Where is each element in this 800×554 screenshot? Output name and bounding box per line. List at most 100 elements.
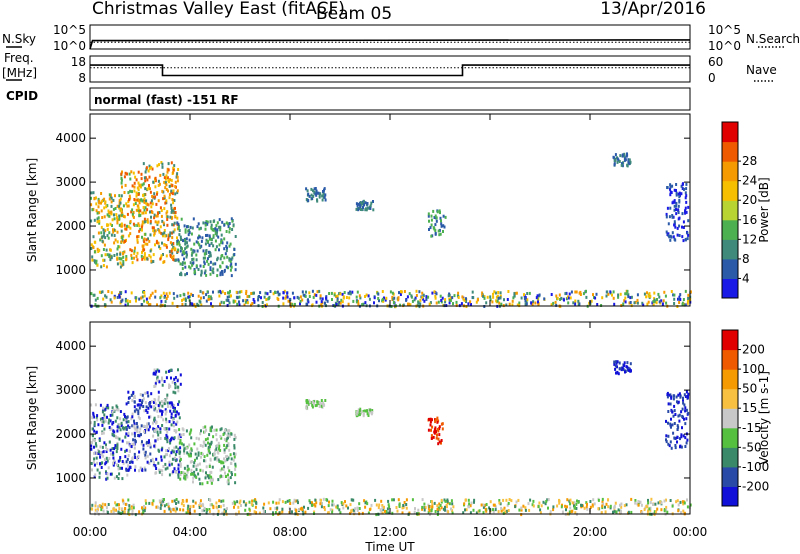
power-cell: [495, 299, 498, 303]
power-cell: [246, 301, 249, 305]
velocity-cell: [167, 449, 170, 453]
velocity-cell: [102, 420, 105, 424]
velocity-cell: [161, 383, 164, 387]
power-cell: [159, 173, 162, 177]
power-cell: [160, 214, 163, 218]
velocity-cell: [680, 433, 683, 437]
velocity-cell: [677, 414, 680, 418]
velocity-cell: [142, 405, 145, 408]
velocity-cell: [682, 509, 685, 513]
power-cell: [483, 296, 486, 300]
power-cell: [159, 296, 162, 300]
power-cell: [358, 294, 361, 298]
power-cell: [221, 241, 224, 245]
velocity-cell: [640, 503, 643, 507]
velocity-cell: [161, 469, 164, 473]
velocity-cell: [669, 422, 672, 426]
power-cell: [116, 240, 119, 244]
power-cell: [173, 228, 176, 232]
power-cell: [91, 208, 94, 212]
velocity-ytick-label: 3000: [55, 383, 86, 397]
power-cell: [684, 191, 687, 195]
velocity-cell: [601, 500, 604, 504]
power-cell: [675, 204, 678, 208]
velocity-cell: [147, 406, 150, 410]
velocity-cell: [621, 366, 624, 370]
velocity-cell: [174, 386, 177, 390]
power-cell: [164, 234, 167, 238]
velocity-cell: [105, 477, 108, 481]
power-cell: [267, 297, 270, 301]
velocity-cell: [636, 502, 639, 506]
velocity-cell: [97, 423, 100, 427]
power-cell: [333, 293, 336, 297]
power-cell: [126, 299, 129, 303]
velocity-cluster-7: [613, 360, 632, 376]
power-cell: [684, 237, 687, 241]
velocity-cell: [424, 506, 427, 509]
time-tick-label: 16:00: [473, 525, 508, 539]
power-cell: [157, 241, 160, 245]
power-cell: [113, 213, 115, 217]
velocity-cell: [446, 505, 448, 509]
velocity-cell: [255, 501, 258, 505]
velocity-cell: [171, 499, 174, 503]
power-cell: [335, 303, 338, 306]
velocity-cell: [436, 427, 439, 431]
power-cell: [223, 256, 226, 260]
velocity-cell: [440, 500, 443, 504]
power-cell: [129, 220, 132, 223]
velocity-cell: [134, 438, 137, 442]
velocity-cell: [225, 439, 228, 443]
velocity-cell: [161, 376, 163, 380]
velocity-cell: [442, 507, 445, 511]
velocity-colorbar-tick: -15: [742, 421, 762, 435]
power-cell: [676, 233, 679, 237]
freq-unit-label: [MHz]: [2, 66, 37, 80]
power-cell: [400, 290, 403, 294]
power-cell: [246, 295, 249, 299]
power-cell: [442, 303, 445, 307]
power-cell: [130, 253, 133, 257]
power-cell: [441, 296, 444, 300]
power-cell: [163, 229, 166, 232]
velocity-cell: [646, 503, 649, 507]
velocity-cell: [429, 417, 432, 421]
power-cell: [328, 292, 331, 295]
velocity-cell: [178, 455, 181, 459]
power-cell: [219, 302, 222, 306]
velocity-cell: [122, 418, 125, 422]
power-cell: [278, 292, 281, 296]
velocity-cell: [680, 511, 682, 515]
velocity-cell: [150, 405, 153, 409]
velocity-cell: [120, 424, 123, 428]
noise-tick-right-top: 10^5: [708, 23, 741, 37]
velocity-cell: [137, 403, 140, 407]
power-cell: [116, 230, 119, 234]
power-cell: [184, 247, 187, 251]
power-cell: [214, 262, 217, 266]
velocity-cell: [429, 423, 432, 427]
power-cell: [248, 294, 251, 298]
power-cell: [630, 295, 633, 299]
velocity-cell: [105, 443, 107, 447]
velocity-cell: [175, 429, 178, 433]
power-cell: [467, 302, 470, 306]
power-cell: [113, 217, 116, 221]
power-cell: [158, 182, 161, 186]
power-cell: [345, 296, 348, 299]
power-cell: [444, 215, 447, 219]
velocity-cell: [427, 428, 430, 432]
velocity-cell: [568, 510, 571, 514]
velocity-cell: [560, 505, 563, 509]
power-cell: [336, 294, 339, 298]
power-cell: [171, 231, 173, 235]
velocity-cluster-8: [665, 390, 690, 450]
velocity-cell: [165, 370, 168, 374]
power-cell: [226, 255, 229, 259]
power-cell: [221, 270, 223, 273]
power-cell: [107, 209, 110, 213]
velocity-cell: [352, 498, 355, 502]
velocity-cell: [183, 451, 186, 455]
power-cell: [377, 292, 380, 296]
